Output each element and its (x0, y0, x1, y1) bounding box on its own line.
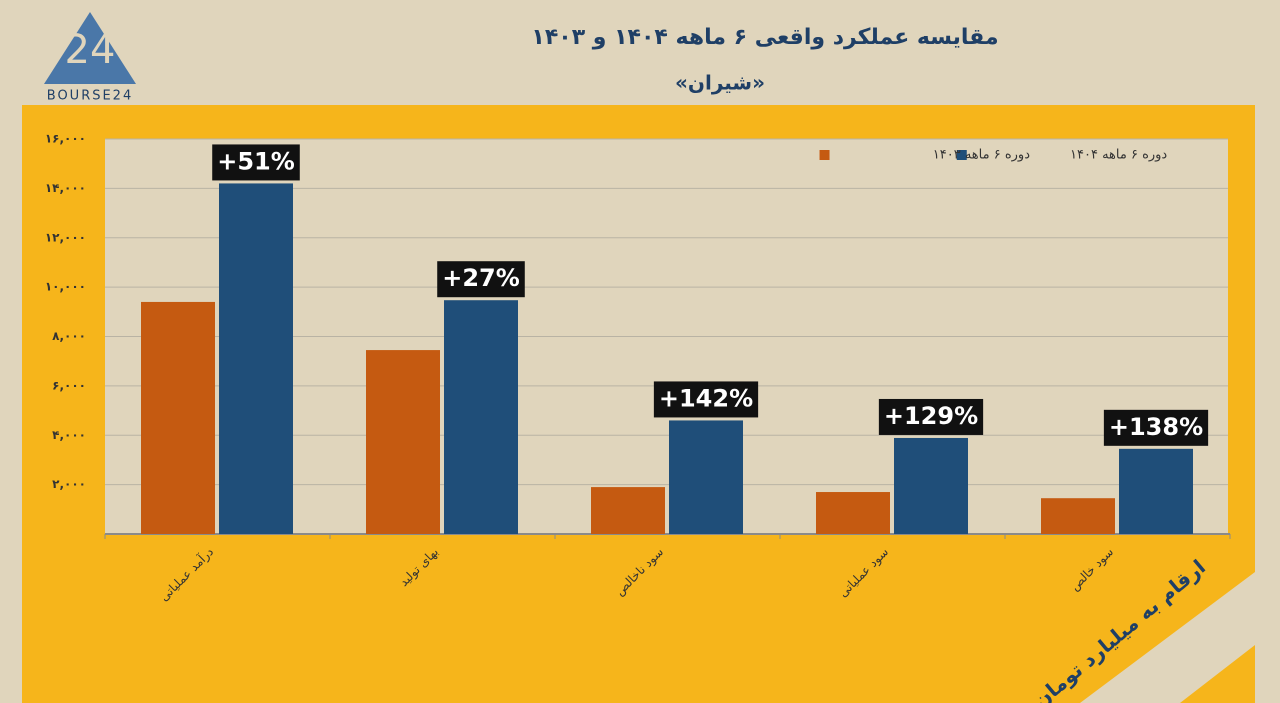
legend-swatch (819, 150, 830, 160)
growth-box (653, 381, 759, 418)
bar (894, 437, 968, 534)
bar (219, 183, 293, 534)
bar (366, 350, 440, 534)
growth-label: +142% (653, 381, 759, 418)
logo-mark: 24 (65, 27, 116, 73)
logo-triangle (44, 12, 136, 84)
chart-subtitle: «شیران» (675, 71, 765, 95)
growth-label: +51% (212, 144, 300, 181)
y-tick-label: ۱۴,۰۰۰ (45, 181, 86, 195)
bar (1041, 498, 1115, 534)
bar (444, 300, 518, 534)
legend-swatch (956, 150, 967, 160)
y-tick-label: ۲,۰۰۰ (52, 477, 86, 491)
chart-title: مقایسه عملکرد واقعی ۶ ماهه ۱۴۰۴ و ۱۴۰۳ (531, 25, 998, 50)
growth-text: +138% (1109, 413, 1203, 441)
growth-text: +142% (659, 384, 753, 412)
y-tick-label: ۸,۰۰۰ (52, 329, 86, 343)
growth-box (1103, 409, 1209, 446)
note-band (1080, 572, 1255, 703)
y-tick-label: ۴,۰۰۰ (52, 428, 86, 442)
bar (816, 492, 890, 534)
bar (1119, 448, 1193, 534)
y-tick-label: ۱۰,۰۰۰ (45, 280, 86, 294)
growth-text: +27% (442, 264, 520, 292)
growth-label: +129% (878, 398, 984, 435)
logo: 24 BOURSE24 (44, 12, 136, 104)
y-tick-label: ۱۶,۰۰۰ (45, 132, 86, 146)
growth-label: +138% (1103, 409, 1209, 446)
bar (141, 301, 215, 534)
y-tick-label: ۶,۰۰۰ (52, 378, 86, 392)
y-tick-label: ۱۲,۰۰۰ (45, 230, 86, 244)
bar (669, 420, 743, 534)
legend-label: دوره ۶ ماهه ۱۴۰۴ (1070, 148, 1167, 163)
growth-box (212, 144, 300, 181)
growth-text: +129% (884, 402, 978, 430)
growth-text: +51% (217, 147, 295, 175)
legend-label: دوره ۶ ماهه ۱۴۰۳ (933, 148, 1030, 163)
growth-label: +27% (437, 261, 525, 298)
bar (591, 487, 665, 534)
growth-box (437, 261, 525, 298)
growth-box (878, 398, 984, 435)
logo-name: BOURSE24 (47, 89, 133, 104)
